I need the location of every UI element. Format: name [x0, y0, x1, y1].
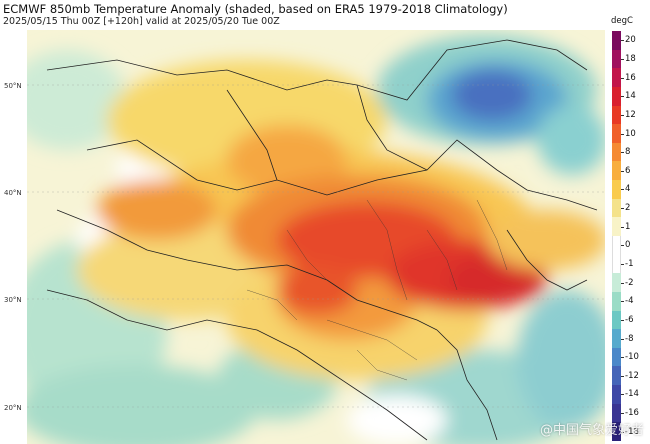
colorbar-segment: [612, 180, 621, 200]
anomaly-shading: [27, 35, 605, 444]
colorbar-tick-mark: [621, 170, 624, 172]
colorbar-segment: [612, 291, 621, 312]
colorbar-tick-mark: [621, 77, 624, 79]
colorbar-tick-label: -8: [625, 333, 634, 344]
colorbar-tick-mark: [621, 301, 624, 303]
colorbar-segment: [612, 366, 621, 386]
map-title: ECMWF 850mb Temperature Anomaly (shaded,…: [3, 2, 508, 16]
colorbar-segment: [612, 49, 621, 69]
colorbar-tick-mark: [621, 245, 624, 247]
colorbar-segment: [612, 385, 621, 405]
colorbar-tick-label: 16: [625, 72, 636, 83]
colorbar-segment: [612, 86, 621, 107]
graticule: [27, 84, 605, 408]
province-borders: [246, 199, 508, 381]
colorbar-tick-mark: [621, 394, 624, 396]
colorbar-segment: [612, 68, 621, 88]
colorbar-segment: [612, 347, 621, 367]
colorbar-tick-label: 1: [625, 221, 631, 232]
colorbar-tick-label: 2: [625, 203, 631, 214]
colorbar-segment: [612, 198, 621, 218]
colorbar-tick-mark: [621, 431, 624, 433]
anomaly-map-graphic: [27, 30, 605, 444]
colorbar-tick-label: -18: [625, 426, 639, 437]
colorbar-segment: [612, 273, 621, 293]
colorbar-tick-label: -6: [625, 314, 634, 325]
colorbar-segment: [612, 217, 621, 237]
header: ECMWF 850mb Temperature Anomaly (shaded,…: [0, 0, 605, 30]
latitude-labels: 50°N 40°N 30°N 20°N: [0, 30, 27, 444]
map-subtitle: 2025/05/15 Thu 00Z [+120h] valid at 2025…: [3, 16, 280, 27]
colorbar-tick-mark: [621, 375, 624, 377]
lat-label-20n: 20°N: [4, 404, 22, 412]
colorbar-tick-mark: [621, 226, 624, 228]
colorbar-tick-mark: [621, 133, 624, 135]
colorbar-tick-label: -2: [625, 277, 634, 288]
colorbar-tick-mark: [621, 189, 624, 191]
colorbar: degC 20 18 16 14 12 10 8 6 4 2 1 0 -1 -2 -4 -6 -8 -10 -12-…: [605, 0, 650, 444]
colorbar-tick-label: 4: [625, 184, 631, 195]
colorbar-segment: [612, 105, 621, 125]
colorbar-tick-label: 20: [625, 35, 636, 46]
colorbar-tick-mark: [621, 96, 624, 98]
colorbar-scale: [612, 31, 621, 442]
colorbar-segment: [612, 329, 621, 349]
colorbar-segment: [612, 310, 621, 330]
colorbar-segment: [612, 124, 621, 144]
colorbar-tick-mark: [621, 40, 624, 42]
colorbar-segment: [612, 142, 621, 162]
colorbar-tick-label: 18: [625, 53, 636, 64]
colorbar-tick-label: -10: [625, 352, 639, 363]
colorbar-tick-label: 0: [625, 240, 631, 251]
watermark: @中国气象爱好者: [539, 423, 644, 438]
colorbar-tick-label: 14: [625, 91, 636, 102]
colorbar-tick-label: 12: [625, 109, 636, 120]
colorbar-tick-label: 10: [625, 128, 636, 139]
colorbar-segment: [612, 161, 621, 181]
colorbar-tick-label: -12: [625, 370, 639, 381]
colorbar-segment: [612, 254, 621, 274]
colorbar-tick-mark: [621, 263, 624, 265]
colorbar-tick-mark: [621, 357, 624, 359]
colorbar-tick-label: -1: [625, 258, 634, 269]
colorbar-tick-mark: [621, 282, 624, 284]
lat-label-40n: 40°N: [4, 189, 22, 197]
lat-label-50n: 50°N: [4, 82, 22, 90]
colorbar-tick-mark: [621, 114, 624, 116]
country-borders: [46, 39, 598, 441]
colorbar-segment: [612, 236, 621, 256]
colorbar-tick-mark: [621, 338, 624, 340]
lat-label-30n: 30°N: [4, 296, 22, 304]
anomaly-map: [27, 30, 605, 444]
colorbar-tick-label: -14: [625, 389, 639, 400]
colorbar-tick-mark: [621, 319, 624, 321]
colorbar-segment: [612, 422, 621, 442]
colorbar-segment: [612, 403, 621, 423]
colorbar-tick-mark: [621, 58, 624, 60]
colorbar-unit: degC: [611, 16, 633, 26]
colorbar-tick-label: -4: [625, 296, 634, 307]
colorbar-tick-mark: [621, 208, 624, 210]
colorbar-tick-label: 8: [625, 147, 631, 158]
colorbar-tick-mark: [621, 413, 624, 415]
colorbar-tick-label: -16: [625, 408, 639, 419]
colorbar-tick-mark: [621, 152, 624, 154]
colorbar-tick-label: 6: [625, 165, 631, 176]
colorbar-segment: [612, 31, 621, 51]
